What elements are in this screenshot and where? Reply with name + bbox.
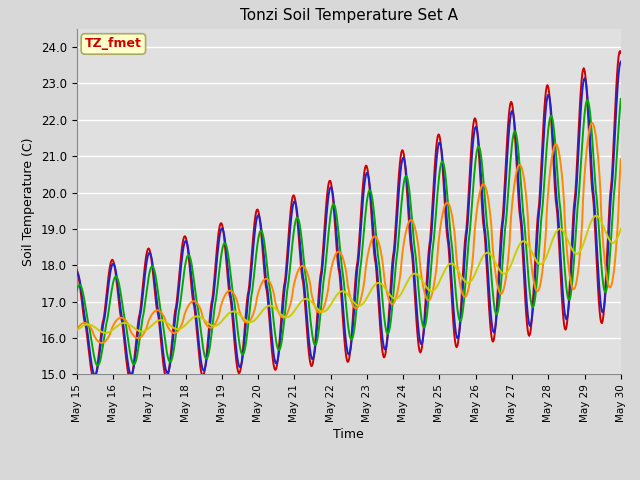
2cm (195, 348, 202, 354)
Line: 4cm: 4cm (77, 61, 621, 375)
8cm (223, 247, 231, 253)
Text: TZ_fmet: TZ_fmet (85, 37, 142, 50)
8cm (195, 311, 202, 316)
2cm (431, 154, 439, 160)
32cm (102, 330, 109, 336)
8cm (431, 217, 439, 223)
8cm (617, 96, 625, 102)
4cm (431, 171, 439, 177)
32cm (73, 327, 81, 333)
2cm (140, 277, 147, 283)
X-axis label: Time: Time (333, 428, 364, 441)
16cm (588, 120, 596, 126)
4cm (195, 337, 202, 343)
Line: 2cm: 2cm (77, 51, 621, 379)
8cm (83, 312, 90, 317)
8cm (73, 288, 81, 294)
Line: 16cm: 16cm (77, 123, 621, 343)
32cm (617, 226, 625, 231)
32cm (592, 213, 600, 219)
4cm (223, 260, 231, 266)
32cm (195, 313, 202, 319)
4cm (83, 324, 90, 329)
16cm (416, 256, 424, 262)
Line: 32cm: 32cm (77, 216, 621, 333)
32cm (416, 274, 424, 280)
4cm (416, 336, 424, 341)
2cm (616, 48, 624, 54)
2cm (617, 50, 625, 56)
16cm (617, 156, 625, 162)
4cm (617, 59, 625, 64)
2cm (127, 376, 134, 382)
32cm (223, 312, 231, 318)
32cm (140, 328, 147, 334)
Title: Tonzi Soil Temperature Set A: Tonzi Soil Temperature Set A (240, 9, 458, 24)
8cm (140, 312, 147, 317)
16cm (140, 331, 147, 337)
16cm (73, 327, 81, 333)
8cm (416, 298, 424, 304)
16cm (223, 289, 231, 295)
2cm (416, 348, 424, 354)
2cm (83, 329, 90, 335)
32cm (83, 322, 90, 327)
16cm (431, 273, 439, 278)
32cm (431, 286, 439, 291)
4cm (140, 287, 147, 293)
2cm (223, 270, 231, 276)
16cm (83, 321, 90, 326)
4cm (91, 372, 99, 378)
8cm (94, 363, 102, 369)
4cm (73, 270, 81, 276)
Y-axis label: Soil Temperature (C): Soil Temperature (C) (22, 137, 35, 266)
2cm (73, 267, 81, 273)
16cm (195, 302, 202, 308)
Line: 8cm: 8cm (77, 99, 621, 366)
16cm (98, 340, 106, 346)
